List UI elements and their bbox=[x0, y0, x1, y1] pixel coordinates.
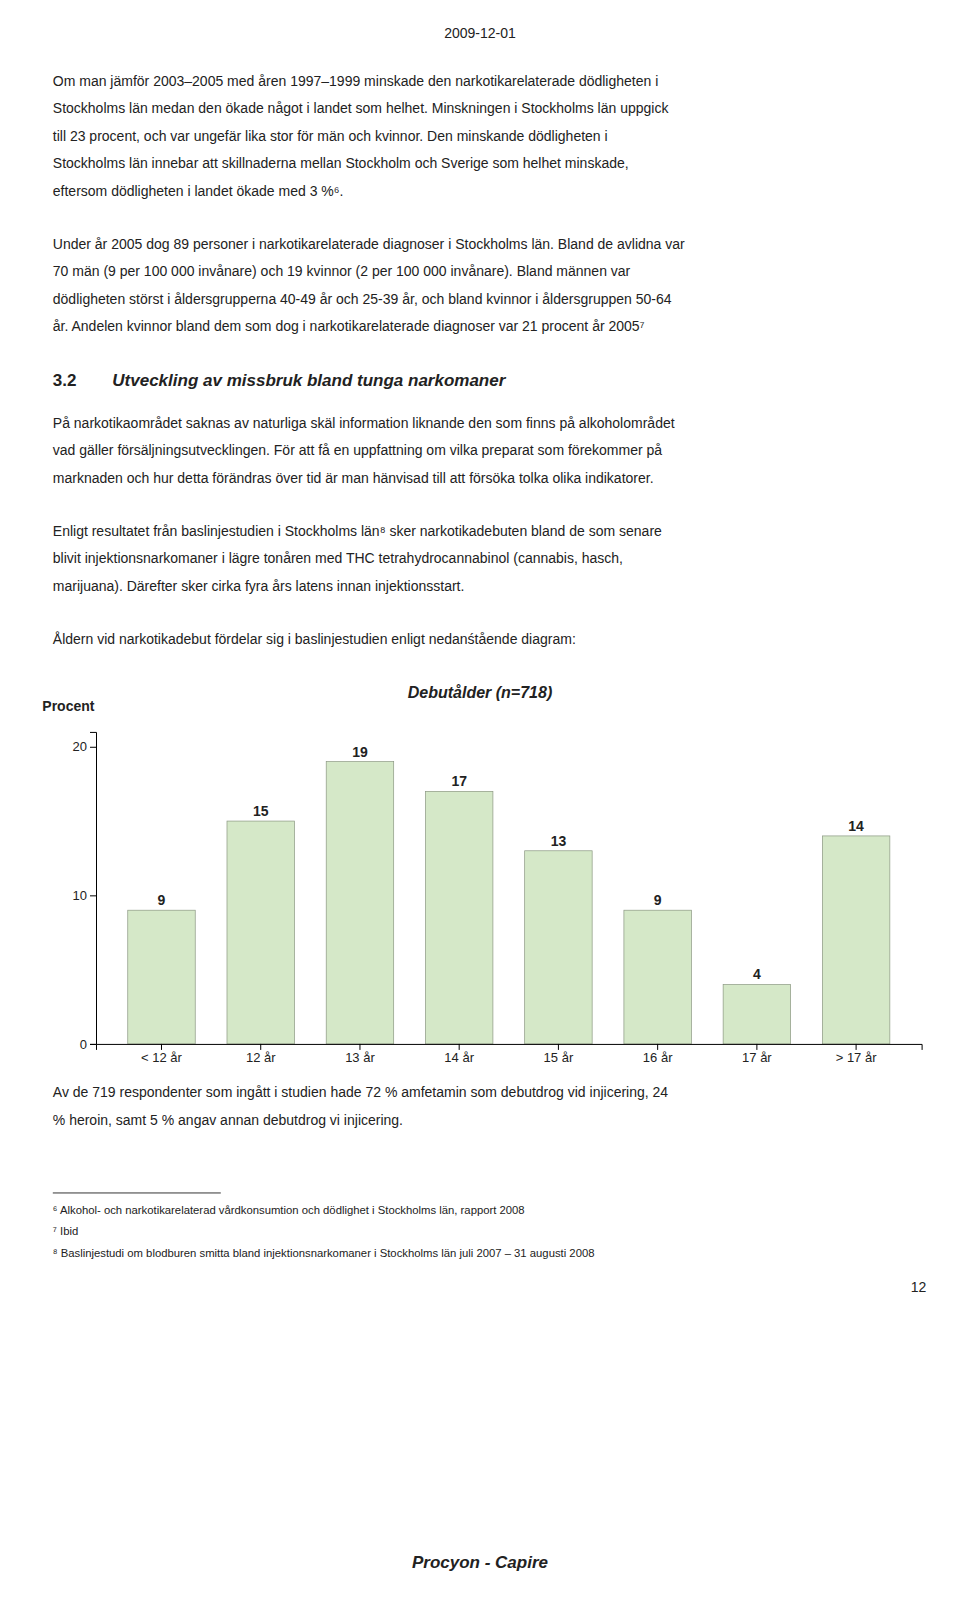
bar bbox=[624, 910, 691, 1044]
header: 2009-12-01 bbox=[444, 25, 516, 41]
x-tick-label: 16 år bbox=[643, 1050, 673, 1065]
y-tick: 0 bbox=[80, 1037, 96, 1052]
paragraph-line: marijuana). Därefter sker cirka fyra års… bbox=[53, 578, 465, 594]
bar bbox=[326, 762, 393, 1044]
footer: Procyon - Capire bbox=[412, 1553, 548, 1572]
paragraph-line: blivit injektionsnarkomaner i lägre tonå… bbox=[53, 550, 623, 566]
chart-title: Debutålder (n=718) bbox=[408, 684, 552, 701]
bar bbox=[128, 910, 195, 1044]
data-label: 17 bbox=[451, 773, 467, 789]
x-tick-label: < 12 år bbox=[141, 1050, 183, 1065]
y-tick-label: 20 bbox=[73, 739, 87, 754]
x-tick: 14 år bbox=[444, 1044, 474, 1065]
y-tick-mark bbox=[90, 895, 96, 896]
data-label: 15 bbox=[253, 803, 269, 819]
paragraph-line: till 23 procent, och var ungefär lika st… bbox=[53, 128, 608, 144]
x-tick: 12 år bbox=[246, 1044, 276, 1065]
y-tick: 20 bbox=[73, 739, 96, 754]
page-number: 12 bbox=[911, 1279, 927, 1295]
x-tick-label: 13 år bbox=[345, 1050, 375, 1065]
paragraph-line: Om man jämför 2003–2005 med åren 1997–19… bbox=[53, 73, 659, 89]
y-tick-label: 0 bbox=[80, 1037, 87, 1052]
x-tick-mark bbox=[657, 1044, 658, 1050]
x-tick-label: 12 år bbox=[246, 1050, 276, 1065]
paragraph-line: Enligt resultatet från baslinjestudien i… bbox=[53, 523, 662, 539]
data-label: 13 bbox=[551, 833, 567, 849]
x-axis-line bbox=[97, 1044, 923, 1050]
x-tick: > 17 år bbox=[836, 1044, 878, 1065]
x-tick: 15 år bbox=[544, 1044, 574, 1065]
x-tick: < 12 år bbox=[141, 1044, 183, 1065]
x-tick: 16 år bbox=[643, 1044, 673, 1065]
x-tick: 17 år bbox=[742, 1044, 772, 1065]
paragraph-line: % heroin, samt 5 % angav annan debutdrog… bbox=[53, 1112, 403, 1128]
chart: < 12 år 12 år 13 år 14 år 15 år 16 år 17 år > 1… bbox=[42, 698, 922, 1065]
section-title: Utveckling av missbruk bland tunga narko… bbox=[112, 371, 506, 390]
x-tick-mark bbox=[161, 1044, 162, 1050]
x-tick-label: > 17 år bbox=[836, 1050, 878, 1065]
bar bbox=[525, 851, 592, 1044]
paragraph-line: vad gäller försäljningsutvecklingen. För… bbox=[53, 442, 663, 458]
paragraph-line: eftersom dödligheten i landet ökade med … bbox=[53, 183, 344, 199]
y-tick: 10 bbox=[73, 888, 96, 903]
data-label: 9 bbox=[654, 892, 662, 908]
bar bbox=[723, 984, 790, 1043]
paragraph-line: Stockholms län medan den ökade något i l… bbox=[53, 100, 670, 116]
footnote: ⁶ Alkohol- och narkotikarelaterad vårdko… bbox=[53, 1204, 525, 1216]
paragraph-line: 70 män (9 per 100 000 invånare) och 19 k… bbox=[53, 263, 631, 279]
bar bbox=[227, 821, 294, 1044]
x-tick-mark bbox=[856, 1044, 857, 1050]
data-labels: 9 15 19 17 13 9 4 14 bbox=[158, 744, 865, 983]
x-tick-label: 17 år bbox=[742, 1050, 772, 1065]
paragraph-line: På narkotikaområdet saknas av naturliga … bbox=[53, 415, 675, 431]
data-label: 4 bbox=[753, 966, 761, 982]
footnote: ⁸ Baslinjestudi om blodburen smitta blan… bbox=[53, 1247, 595, 1259]
paragraph-line: Stockholms län innebar att skillnaderna … bbox=[53, 155, 629, 171]
x-tick-mark bbox=[756, 1044, 757, 1050]
data-label: 9 bbox=[158, 892, 166, 908]
y-tick-mark bbox=[90, 1044, 96, 1045]
x-tick-label: 15 år bbox=[544, 1050, 574, 1065]
y-tick-label: 10 bbox=[73, 888, 87, 903]
data-label: 14 bbox=[848, 818, 864, 834]
bar bbox=[425, 791, 492, 1044]
y-axis-title: Procent bbox=[42, 698, 94, 714]
background bbox=[0, 0, 960, 1600]
data-label: 19 bbox=[352, 744, 368, 760]
bar bbox=[822, 836, 889, 1044]
x-tick-mark bbox=[260, 1044, 261, 1050]
y-axis-line bbox=[90, 732, 97, 1044]
x-axis: < 12 år 12 år 13 år 14 år 15 år 16 år 17 år > 1… bbox=[97, 1044, 923, 1065]
footnote: ⁷ Ibid bbox=[53, 1225, 78, 1237]
y-axis: 0 10 20 bbox=[73, 732, 97, 1051]
x-tick-mark bbox=[558, 1044, 559, 1050]
footnote-rule bbox=[53, 1192, 221, 1193]
bars bbox=[128, 762, 890, 1044]
paragraph-line: Åldern vid narkotikadebut fördelar sig i… bbox=[53, 631, 576, 647]
section-number: 3.2 bbox=[53, 371, 77, 390]
x-tick: 13 år bbox=[345, 1044, 375, 1065]
x-tick-mark bbox=[359, 1044, 360, 1050]
paragraph-line: dödligheten störst i åldersgrupperna 40-… bbox=[53, 291, 672, 307]
paragraph-line: Under år 2005 dog 89 personer i narkotik… bbox=[53, 236, 685, 252]
paragraph-line: Av de 719 respondenter som ingått i stud… bbox=[53, 1084, 669, 1100]
y-tick-mark bbox=[90, 747, 96, 748]
paragraph-line: år. Andelen kvinnor bland dem som dog i … bbox=[53, 318, 645, 334]
x-tick-label: 14 år bbox=[444, 1050, 474, 1065]
page: 2009-12-01 Om man jämför 2003–2005 med år… bbox=[0, 0, 960, 1600]
x-tick-mark bbox=[459, 1044, 460, 1050]
paragraph-line: marknaden och hur detta förändras över t… bbox=[53, 470, 654, 486]
